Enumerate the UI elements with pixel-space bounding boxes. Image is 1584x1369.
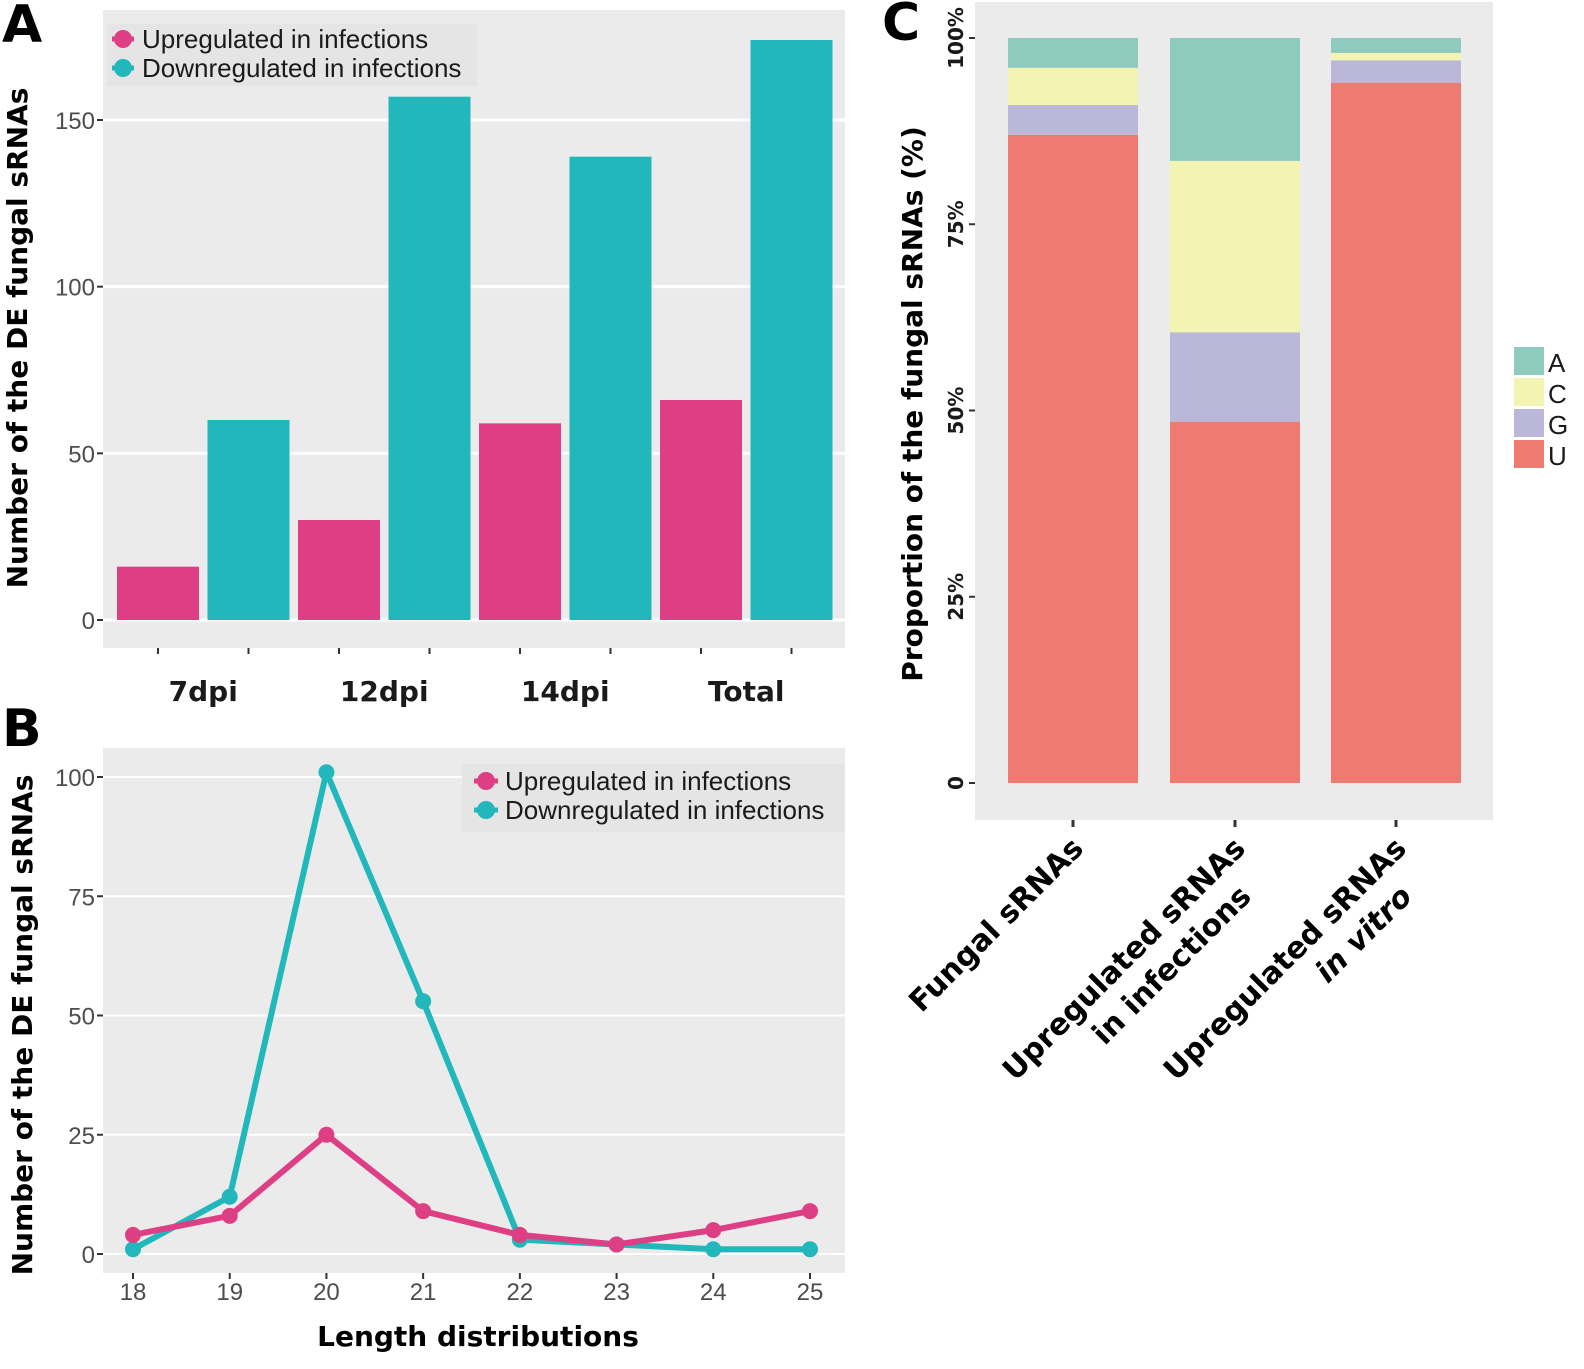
legend-label-G: G — [1548, 410, 1568, 440]
y-axis-title: Number of the DE fungal sRNAs — [6, 775, 39, 1276]
legend-key-G — [1514, 409, 1544, 437]
legend-key-C — [1514, 378, 1544, 406]
bar-up-7dpi — [117, 566, 199, 620]
data-point-down — [415, 993, 432, 1010]
stack-segment-A-3 — [1331, 38, 1461, 53]
x-tick-label: Total — [708, 675, 785, 708]
data-point-down — [221, 1188, 238, 1205]
data-point-up — [318, 1126, 335, 1143]
data-point-up — [802, 1203, 818, 1220]
stack-segment-C-1 — [1008, 67, 1138, 106]
data-point-down — [318, 764, 335, 781]
legend-label-U: U — [1548, 441, 1567, 471]
legend-key-dot — [114, 30, 132, 48]
y-tick-label: 50 — [68, 1004, 95, 1031]
stack-segment-C-2 — [1170, 160, 1300, 333]
bar-up-Total — [660, 400, 742, 620]
legend-box — [462, 764, 845, 832]
stack-segment-U-3 — [1331, 82, 1461, 783]
legend-label: Upregulated in infections — [505, 766, 791, 796]
data-point-down — [802, 1241, 818, 1258]
bar-up-14dpi — [479, 423, 561, 620]
y-tick-label: 100% — [944, 7, 968, 69]
legend-key-A — [1514, 347, 1544, 375]
data-point-up — [415, 1203, 432, 1220]
panel-c-letter: C — [882, 0, 920, 53]
stack-segment-A-1 — [1008, 38, 1138, 68]
panel-a-letter: A — [2, 0, 42, 55]
x-tick-label: 24 — [700, 1279, 727, 1306]
y-tick-label: 0 — [82, 608, 95, 635]
x-tick-label: 22 — [507, 1279, 534, 1306]
bar-down-Total — [750, 40, 833, 620]
chart-b: 0 25 50 75 100 18 19 20 21 22 23 24 25 Length distrib… — [6, 748, 845, 1353]
data-point-up — [705, 1222, 722, 1239]
bar-down-7dpi — [207, 420, 290, 620]
chart-a: 0 50 100 150 7dpi 12dpi 14dpi Total Number of th… — [1, 10, 845, 708]
x-tick-label: 19 — [216, 1279, 243, 1306]
x-tick-label: 20 — [313, 1279, 340, 1306]
legend-key-U — [1514, 440, 1544, 468]
stack-segment-G-2 — [1170, 332, 1300, 422]
bar-up-12dpi — [298, 520, 380, 620]
legend-label-A: A — [1548, 348, 1566, 378]
stack-segment-U-1 — [1008, 134, 1138, 784]
y-tick-label: 25% — [944, 573, 968, 621]
y-tick-label: 75% — [944, 200, 968, 248]
x-tick-label: 14dpi — [521, 675, 610, 708]
y-axis-title: Number of the DE fungal sRNAs — [1, 88, 34, 589]
data-point-up — [511, 1226, 528, 1243]
data-point-up — [221, 1207, 238, 1224]
panel-b-letter: B — [2, 699, 42, 759]
y-tick-label: 100 — [55, 275, 95, 302]
legend-key-dot — [114, 59, 132, 77]
y-tick-label: 50% — [944, 387, 968, 435]
category-label-line1: Fungal sRNAs — [902, 831, 1090, 1019]
data-point-up — [125, 1226, 141, 1243]
y-axis-title: Proportion of the fungal sRNAs (%) — [896, 126, 929, 682]
bar-down-14dpi — [569, 156, 652, 620]
stack-segment-A-2 — [1170, 38, 1300, 161]
y-tick-label: 75 — [68, 884, 95, 911]
data-point-down — [705, 1241, 722, 1258]
legend-label: Downregulated in infections — [505, 795, 824, 825]
x-tick-label: 21 — [410, 1279, 437, 1306]
bar-down-12dpi — [388, 96, 471, 620]
stack-segment-C-3 — [1331, 52, 1461, 61]
category-label-1: Fungal sRNAs — [902, 831, 1090, 1019]
y-tick-label: 100 — [55, 765, 95, 792]
series-line-down — [131, 769, 810, 1253]
legend-label: Upregulated in infections — [142, 24, 428, 54]
data-point-up — [608, 1236, 625, 1253]
stack-segment-G-1 — [1008, 105, 1138, 135]
legend-key-dot — [477, 801, 495, 819]
x-tick-label: 7dpi — [169, 675, 238, 708]
x-axis-title: Length distributions — [317, 1320, 639, 1353]
series-line-up — [132, 1131, 811, 1248]
stack-segment-U-2 — [1170, 421, 1300, 783]
plot-background — [103, 748, 845, 1273]
stack-segment-G-3 — [1331, 60, 1461, 83]
legend-key-dot — [477, 772, 495, 790]
x-tick-label: 25 — [797, 1279, 824, 1306]
y-tick-label: 0 — [82, 1242, 95, 1269]
y-tick-label: 150 — [55, 108, 95, 135]
y-tick-label: 0 — [944, 776, 968, 790]
legend-label-C: C — [1548, 379, 1567, 409]
y-tick-label: 50 — [68, 441, 95, 468]
x-tick-label: 18 — [120, 1279, 147, 1306]
x-tick-label: 12dpi — [340, 675, 429, 708]
y-tick-label: 25 — [68, 1123, 95, 1150]
x-tick-label: 23 — [603, 1279, 630, 1306]
data-point-down — [125, 1241, 141, 1258]
legend-label: Downregulated in infections — [142, 53, 461, 83]
legend-box — [107, 24, 477, 86]
